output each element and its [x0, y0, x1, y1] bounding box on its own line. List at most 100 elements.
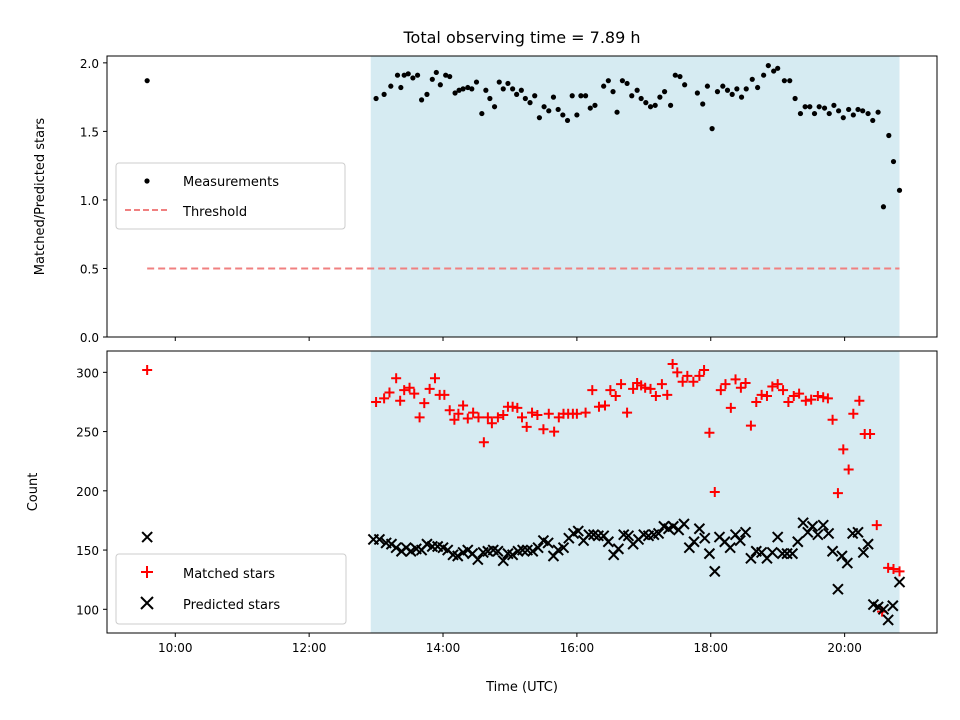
matched-star-point	[605, 385, 616, 396]
measurement-point	[429, 76, 435, 82]
matched-star-point	[571, 408, 582, 419]
predicted-star-point	[532, 541, 544, 554]
predicted-star-point	[771, 531, 784, 543]
matched-star-point	[704, 427, 715, 438]
top-y-axis-label: Matched/Predicted stars	[33, 118, 48, 276]
measurement-point	[775, 65, 781, 71]
bottom-x-ticks: 10:00 12:00 14:00 16:00 18:00 20:00	[158, 633, 862, 655]
predicted-star-point	[557, 541, 570, 554]
measurement-point	[592, 102, 598, 108]
matched-star-point	[478, 437, 489, 448]
x-tick-label: 20:00	[827, 641, 862, 655]
measurement-point	[500, 86, 506, 92]
legend-matched-label: Matched stars	[183, 567, 275, 582]
matched-star-point	[640, 382, 651, 393]
measurement-point	[479, 110, 485, 117]
measurement-point	[541, 104, 547, 110]
measurement-point	[896, 187, 903, 193]
measurement-point	[610, 89, 616, 95]
matched-star-point	[142, 364, 153, 375]
predicted-star-point	[612, 543, 625, 555]
bottom-legend: Matched stars Predicted stars	[115, 553, 347, 625]
measurement-point	[443, 72, 449, 78]
measurement-point	[875, 109, 881, 115]
matched-star-point	[498, 409, 509, 420]
bottom-panel: 100 150 200 250 300 10:00 12:00 14:00 16:00 18:0…	[26, 350, 938, 695]
x-tick-label: 14:00	[426, 641, 461, 655]
matched-star-point	[888, 564, 899, 575]
measurement-point	[729, 91, 735, 97]
predicted-star-point	[806, 520, 819, 533]
matched-star-point	[449, 414, 460, 425]
matched-star-point	[391, 373, 402, 384]
measurement-point	[605, 78, 611, 84]
matched-star-point	[512, 402, 523, 413]
measurement-point	[860, 108, 866, 114]
measurement-point	[447, 73, 453, 80]
bottom-y-tick-label: 250	[76, 426, 99, 440]
matched-star-point	[783, 396, 794, 407]
bottom-plot-frame	[106, 350, 938, 634]
measurement-point	[709, 126, 715, 132]
matched-star-point	[507, 401, 518, 412]
predicted-star-point	[709, 565, 721, 578]
legend-matched-marker	[141, 566, 153, 578]
matched-star-point	[848, 408, 859, 419]
matched-star-point	[751, 396, 762, 407]
matched-star-point	[521, 421, 532, 432]
measurement-point	[738, 94, 745, 100]
matched-star-point	[672, 367, 683, 378]
measurement-point	[638, 95, 644, 102]
measurement-point	[398, 84, 404, 91]
matched-star-point	[843, 464, 854, 475]
x-tick-label: 16:00	[560, 641, 595, 655]
top-y-tick-label: 0.5	[80, 262, 99, 276]
measurement-point	[555, 106, 561, 113]
measurement-point	[452, 90, 458, 96]
matched-star-point	[735, 382, 746, 393]
matched-star-point	[838, 444, 849, 455]
matched-star-point	[424, 383, 435, 394]
measurement-point	[704, 83, 711, 89]
measurement-point	[460, 86, 466, 92]
measurement-point	[855, 106, 861, 113]
measurement-point	[734, 86, 740, 92]
bottom-y-axis-label: Count	[26, 473, 41, 512]
legend-measurement-marker	[144, 178, 150, 184]
measurement-point	[487, 95, 493, 102]
predicted-star-point	[734, 534, 746, 547]
measurement-point	[886, 132, 892, 139]
matched-star-point	[756, 389, 767, 400]
measurement-point	[560, 112, 566, 118]
matched-star-point	[414, 412, 425, 423]
predicted-star-points	[141, 517, 906, 626]
measurement-point	[714, 89, 721, 95]
matched-star-point	[788, 391, 799, 402]
top-x-ticks	[174, 337, 846, 341]
legend-predicted-marker	[140, 596, 154, 610]
predicted-star-point	[786, 547, 799, 560]
top-y-tick-label: 0.0	[80, 331, 99, 345]
measurement-point	[401, 72, 407, 78]
measurement-point	[694, 90, 700, 96]
measurement-point	[807, 104, 813, 110]
top-panel: 0.0 0.5 1.0 1.5 2.0 Total observing time = 7…	[33, 28, 938, 345]
matched-star-point	[778, 385, 789, 396]
predicted-star-point	[452, 550, 464, 562]
measurement-point	[865, 110, 871, 117]
measurement-point	[483, 87, 489, 93]
top-y-tick-label: 1.0	[80, 194, 99, 208]
matched-star-point	[549, 426, 560, 437]
measurement-point	[850, 112, 856, 118]
predicted-star-point	[776, 547, 789, 560]
measurement-point	[550, 94, 557, 100]
predicted-star-point	[678, 518, 690, 530]
matched-star-point	[645, 383, 656, 394]
measurement-point	[846, 106, 852, 113]
measurement-point	[491, 104, 498, 110]
predicted-star-point	[893, 576, 906, 588]
matched-star-point	[854, 395, 865, 406]
matched-star-point	[832, 488, 843, 499]
top-y-tick-label: 2.0	[80, 57, 99, 71]
measurement-point	[720, 83, 726, 89]
